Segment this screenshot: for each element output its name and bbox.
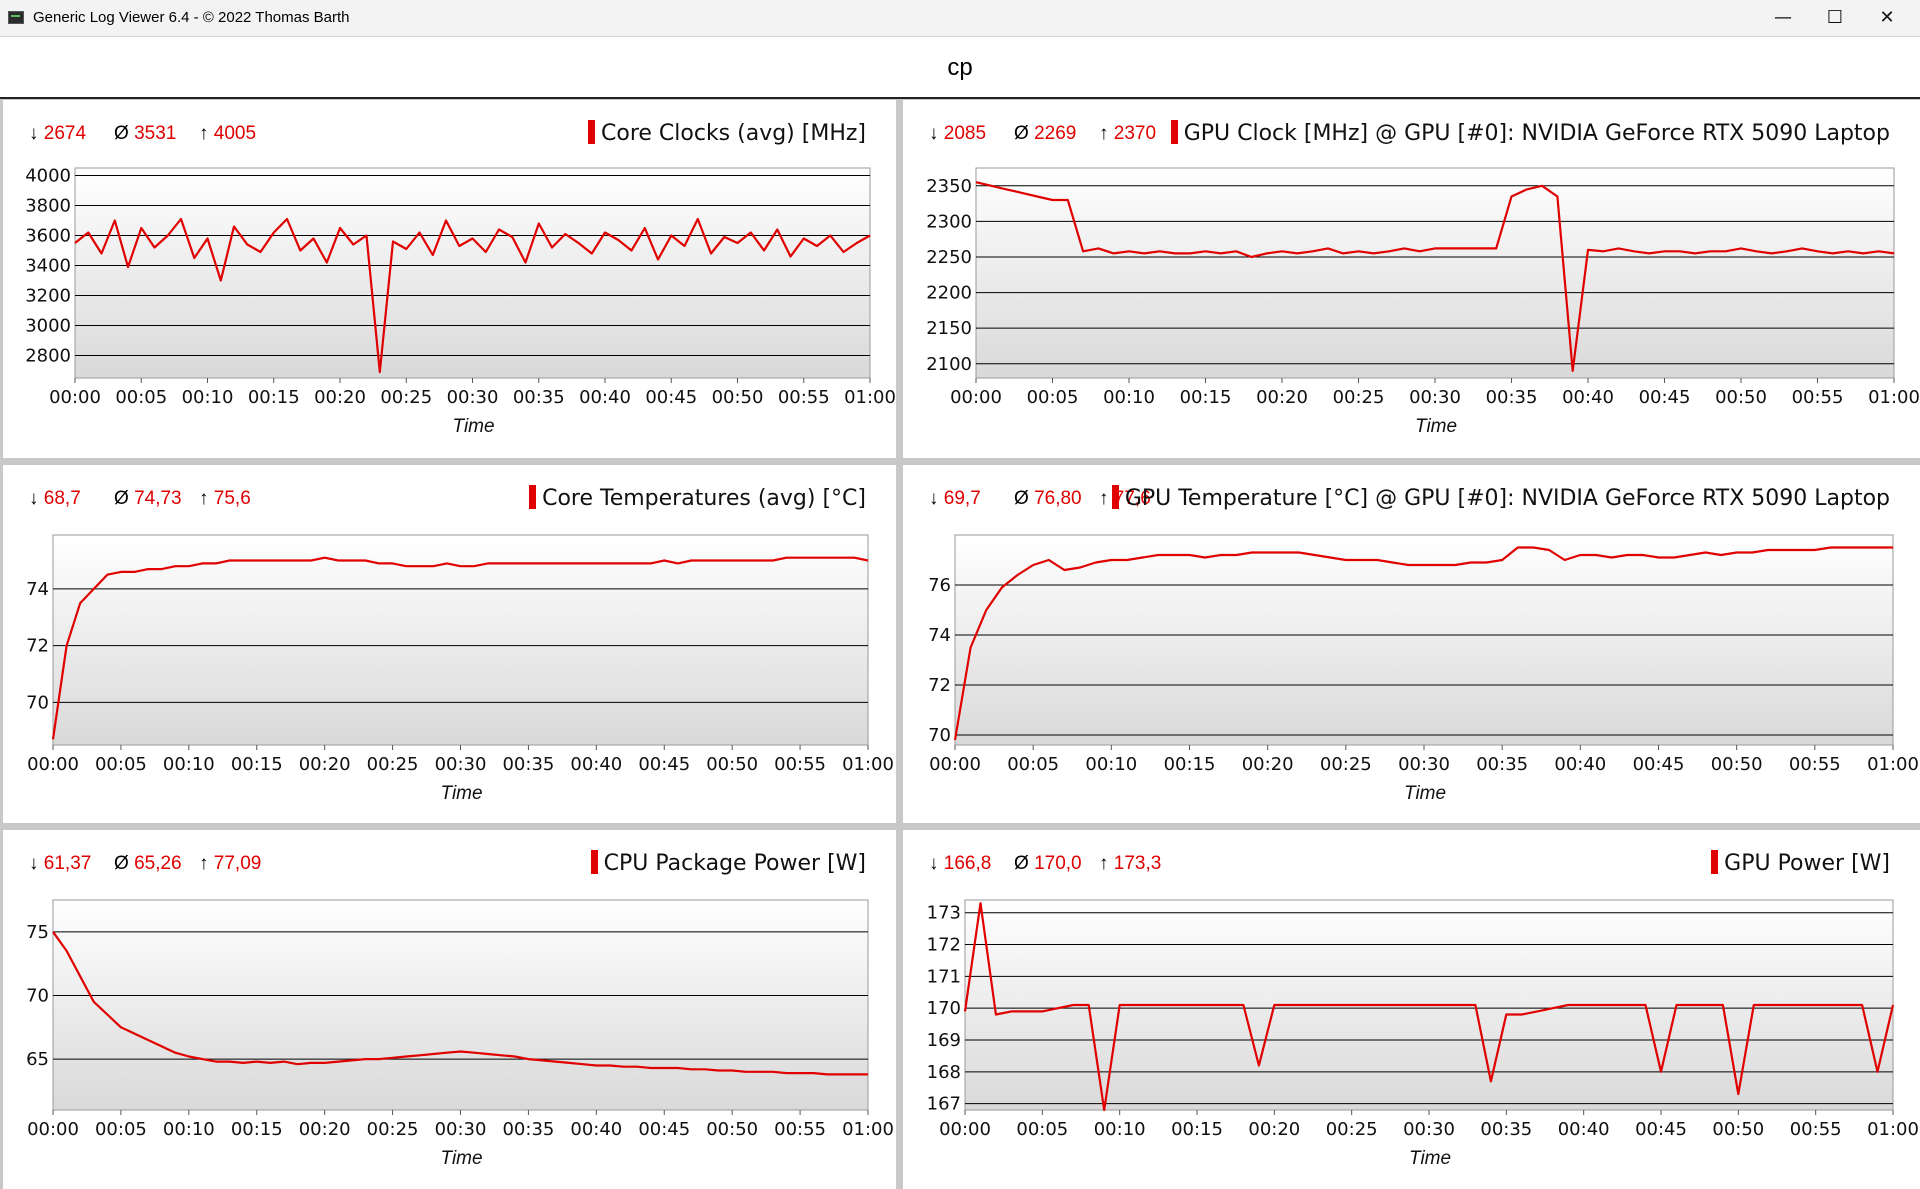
maximize-icon: ☐ (1826, 7, 1844, 28)
max-stat-value: 2370 (1113, 123, 1157, 144)
min-stat: ↓ 166,8 (929, 853, 992, 874)
avg-stat-value: 65,26 (134, 853, 182, 874)
avg-stat-value: 170,0 (1034, 853, 1082, 874)
chart-title: CPU Package Power [W] (590, 850, 866, 876)
title-bar: Generic Log Viewer 6.4 - © 2022 Thomas B… (0, 0, 1920, 37)
avg-stat: Ø 74,73 (114, 488, 182, 509)
min-stat: ↓ 2674 (29, 123, 87, 144)
min-stat-value: 166,8 (943, 853, 992, 874)
avg-stat-value: 74,73 (134, 488, 182, 509)
chart-panel (3, 100, 896, 458)
chart-title-text: Core Clocks (avg) [MHz] (601, 121, 866, 146)
avg-stat-value: 76,80 (1034, 488, 1082, 509)
min-stat-value: 68,7 (43, 488, 81, 509)
chart-title-text: CPU Package Power [W] (603, 851, 866, 876)
max-stat-value: 77,6 (1113, 488, 1151, 509)
legend-swatch (1111, 485, 1119, 509)
max-stat: ↑ 77,6 (1099, 488, 1151, 509)
app-icon (8, 11, 24, 24)
chart-panel (903, 465, 1920, 823)
legend-swatch (588, 120, 595, 144)
min-stat: ↓ 61,37 (29, 853, 92, 874)
max-stat-value: 77,09 (213, 853, 262, 874)
avg-stat: Ø 3531 (114, 123, 177, 144)
x-axis-label: Time (440, 783, 483, 804)
chart-title-text: GPU Power [W] (1724, 851, 1890, 876)
maximize-button[interactable]: ☐ (1809, 0, 1861, 36)
x-axis-label: Time (440, 1148, 483, 1169)
x-axis-label: Time (452, 416, 495, 437)
chart-title-text: Core Temperatures (avg) [°C] (542, 486, 866, 511)
avg-stat: Ø 2269 (1014, 123, 1077, 144)
chart-panel (903, 100, 1920, 458)
avg-stat-value: 2269 (1034, 123, 1077, 144)
chart-title-text: GPU Temperature [°C] @ GPU [#0]: NVIDIA … (1124, 486, 1890, 511)
min-stat: ↓ 69,7 (929, 488, 981, 509)
max-stat: ↑ 2370 (1099, 123, 1157, 144)
avg-stat: Ø 76,80 (1014, 488, 1082, 509)
chart-panel (903, 830, 1920, 1189)
minimize-button[interactable]: — (1757, 0, 1809, 36)
max-stat: ↑ 75,6 (199, 488, 251, 509)
max-stat: ↑ 4005 (199, 123, 257, 144)
min-stat-value: 2674 (43, 123, 87, 144)
max-stat-value: 173,3 (1113, 853, 1162, 874)
chart-title: GPU Temperature [°C] @ GPU [#0]: NVIDIA … (1111, 485, 1890, 511)
min-stat-value: 61,37 (43, 853, 92, 874)
avg-stat-value: 3531 (134, 123, 177, 144)
x-axis-label: Time (1409, 1148, 1452, 1169)
max-stat-value: 4005 (213, 123, 257, 144)
min-stat: ↓ 2085 (929, 123, 987, 144)
min-stat: ↓ 68,7 (29, 488, 81, 509)
legend-swatch (1170, 120, 1178, 144)
chart-title: GPU Clock [MHz] @ GPU [#0]: NVIDIA GeFor… (1170, 120, 1890, 146)
max-stat: ↑ 77,09 (199, 853, 262, 874)
chart-panel (3, 465, 896, 823)
close-icon: ✕ (1879, 7, 1895, 28)
x-axis-label: Time (1415, 416, 1458, 437)
x-axis-label: Time (1404, 783, 1447, 804)
min-stat-value: 69,7 (943, 488, 981, 509)
avg-stat: Ø 170,0 (1014, 853, 1082, 874)
avg-stat: Ø 65,26 (114, 853, 182, 874)
legend-swatch (590, 850, 598, 874)
page-heading: cp (0, 37, 1920, 99)
chart-panel (3, 830, 896, 1189)
chart-title: Core Clocks (avg) [MHz] (588, 120, 866, 146)
legend-swatch (529, 485, 537, 509)
chart-title-text: GPU Clock [MHz] @ GPU [#0]: NVIDIA GeFor… (1183, 121, 1890, 146)
max-stat-value: 75,6 (213, 488, 251, 509)
min-stat-value: 2085 (943, 123, 987, 144)
minimize-icon: — (1774, 7, 1792, 28)
chart-title: GPU Power [W] (1711, 850, 1890, 876)
legend-swatch (1711, 850, 1719, 874)
close-button[interactable]: ✕ (1861, 0, 1913, 36)
chart-title: Core Temperatures (avg) [°C] (529, 485, 866, 511)
max-stat: ↑ 173,3 (1099, 853, 1162, 874)
window-title: Generic Log Viewer 6.4 - © 2022 Thomas B… (33, 9, 350, 26)
